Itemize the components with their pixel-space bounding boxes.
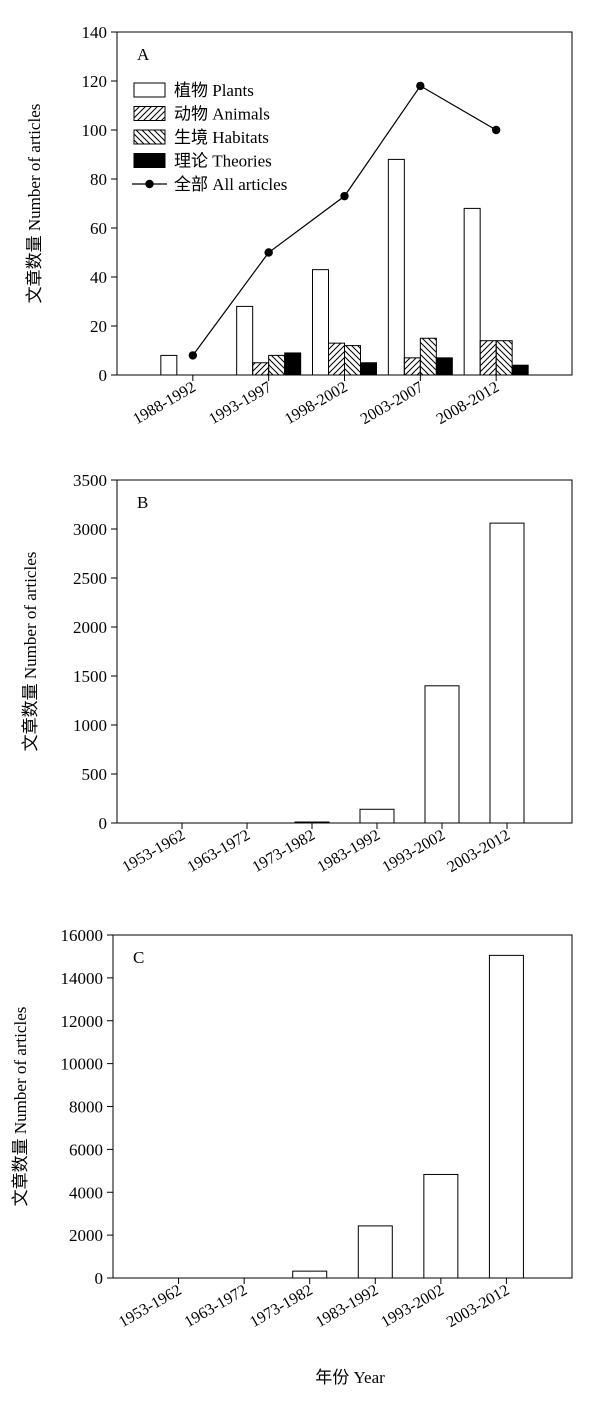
y-tick-label: 8000 <box>69 1098 103 1117</box>
x-tick-label: 1998-2002 <box>282 379 351 428</box>
y-tick-label: 2000 <box>69 1226 103 1245</box>
x-tick-label: 1983-1992 <box>313 1282 382 1331</box>
y-tick-label: 16000 <box>61 926 104 945</box>
y-tick-label: 20 <box>90 317 107 336</box>
bar-habitats <box>268 354 286 376</box>
y-tick-label: 2000 <box>73 618 107 637</box>
x-tick-label: 1953-1962 <box>119 827 188 876</box>
y-tick-label: 140 <box>82 23 108 42</box>
bar-habitats <box>344 345 361 376</box>
bar-theories <box>284 352 302 376</box>
legend-swatch <box>133 129 166 145</box>
x-tick-label: 1993-2002 <box>378 1282 447 1331</box>
x-tick-label: 1963-1972 <box>184 827 253 876</box>
legend-entry: 全部 All articles <box>174 175 287 194</box>
x-tick-label: 1988-1992 <box>130 379 199 428</box>
x-tick-label: 1993-1997 <box>206 379 275 428</box>
y-tick-label: 40 <box>90 268 107 287</box>
y-axis-label: 文章数量 Number of articles <box>21 552 40 752</box>
bar <box>489 522 525 824</box>
legend: 植物 Plants 动物 Animals 生境 Habitats 理论 Theorie… <box>132 81 287 194</box>
chart-panel-b: 0 500 1000 1500 2000 2500 3000 3500 1953-1962196… <box>21 471 573 876</box>
y-tick-label: 14000 <box>61 969 104 988</box>
y-tick-label: 120 <box>82 72 108 91</box>
y-tick-label: 0 <box>95 1269 104 1288</box>
y-tick-label: 12000 <box>61 1012 104 1031</box>
bar-plants <box>160 354 178 376</box>
point-all-articles <box>188 351 198 360</box>
point-all-articles <box>491 125 501 135</box>
panel-label: A <box>137 45 150 64</box>
bar-animals <box>328 342 345 376</box>
legend-swatch <box>133 82 166 98</box>
x-tick-label: 2003-2012 <box>444 827 513 876</box>
legend-swatch-marker <box>145 179 154 189</box>
chart-panel-a: 0 20 40 60 80 100 120 140 1988-1992 1993-1997 1998… <box>25 23 573 428</box>
y-tick-label: 1500 <box>73 667 107 686</box>
bar <box>292 1270 328 1279</box>
x-tick-label: 1993-2002 <box>379 827 448 876</box>
x-tick-label: 2003-2007 <box>358 379 427 428</box>
y-tick-label: 60 <box>90 219 107 238</box>
point-all-articles <box>416 81 425 91</box>
y-tick-label: 0 <box>99 814 108 833</box>
y-axis-label: 文章数量 Number of articles <box>25 104 44 304</box>
y-tick-label: 10000 <box>61 1055 104 1074</box>
x-tick-label: 2003-2012 <box>444 1282 513 1331</box>
y-tick-label: 4000 <box>69 1183 103 1202</box>
figure-xlabel: 年份 Year <box>315 1368 385 1387</box>
bar <box>488 954 524 1279</box>
y-tick-label: 500 <box>82 765 108 784</box>
panel-label: B <box>137 493 148 512</box>
legend-entry: 理论 Theories <box>174 152 272 171</box>
bar-animals <box>252 362 270 376</box>
bar-theories <box>511 364 529 376</box>
x-tick-label: 2008-2012 <box>434 379 503 428</box>
y-tick-label: 1000 <box>73 716 107 735</box>
bar-plants <box>312 269 329 376</box>
x-tick-label: 1963-1972 <box>182 1282 251 1331</box>
legend-swatch <box>133 153 166 168</box>
bar <box>424 685 460 824</box>
y-tick-label: 0 <box>99 366 108 385</box>
x-tick-label: 1953-1962 <box>116 1282 185 1331</box>
bar <box>423 1173 459 1279</box>
bar-plants <box>463 207 481 376</box>
panel-label: C <box>133 948 144 967</box>
point-all-articles <box>340 191 349 201</box>
x-tick-label: 1973-1982 <box>247 1282 316 1331</box>
y-tick-label: 6000 <box>69 1140 103 1159</box>
bar <box>359 808 395 824</box>
y-tick-label: 2500 <box>73 569 107 588</box>
y-axis-label: 文章数量 Number of articles <box>11 1007 30 1207</box>
bar-habitats <box>495 340 513 376</box>
y-tick-label: 100 <box>82 121 108 140</box>
y-tick-label: 3500 <box>73 471 107 490</box>
bar-theories <box>360 362 377 376</box>
y-tick-label: 3000 <box>73 520 107 539</box>
bar-plants <box>236 305 254 376</box>
legend-swatch <box>133 106 166 121</box>
bar <box>294 821 330 824</box>
bar-animals <box>403 357 421 376</box>
legend-entry: 生境 Habitats <box>174 128 269 147</box>
x-tick-label: 1973-1982 <box>249 827 318 876</box>
y-tick-label: 80 <box>90 170 107 189</box>
x-tick-label: 1983-1992 <box>314 827 383 876</box>
legend-entry: 植物 Plants <box>174 81 254 100</box>
legend-entry: 动物 Animals <box>174 105 270 124</box>
bar-plants <box>387 158 405 376</box>
bar-animals <box>479 340 497 376</box>
plot-frame <box>116 479 573 824</box>
chart-panel-c: 0 2000 4000 6000 8000 10000 12000 14000 16000 195… <box>11 926 573 1331</box>
bar <box>357 1225 393 1279</box>
bar-theories <box>435 357 453 376</box>
bar-habitats <box>419 337 437 376</box>
point-all-articles <box>264 248 273 257</box>
